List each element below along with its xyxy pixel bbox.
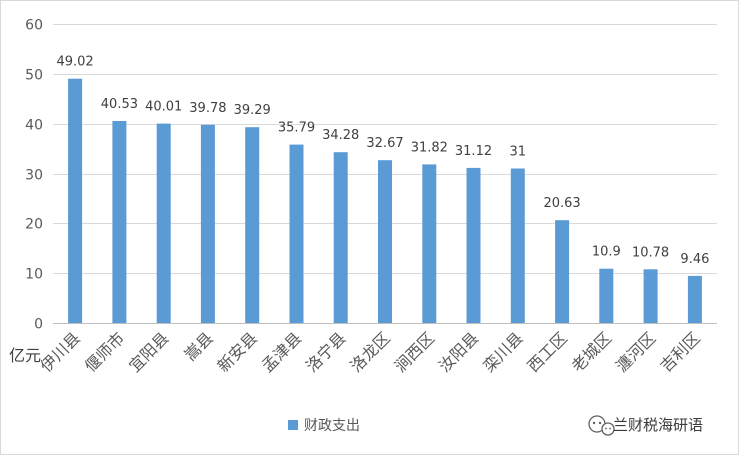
data-label: 31.12: [455, 144, 492, 159]
bar: [466, 167, 481, 323]
bar: [599, 268, 614, 323]
legend: 财政支出: [288, 418, 360, 434]
data-label: 49.02: [56, 55, 93, 70]
y-axis-ticks: 0 10 20 30 40 50 60: [25, 18, 43, 333]
bar: [245, 127, 260, 323]
data-label: 40.53: [101, 97, 138, 112]
x-tick-label: 孟津县: [258, 328, 305, 375]
data-label: 39.78: [189, 101, 226, 116]
watermark: 兰财税海研语: [588, 415, 703, 436]
watermark-text: 兰财税海研语: [613, 416, 703, 434]
bar: [112, 121, 127, 323]
x-tick-label: 汝阳县: [435, 328, 482, 375]
data-labels: 49.02 40.53 40.01 39.78 39.29 35.79 34.28 32.67…: [56, 55, 709, 267]
bar: [555, 220, 570, 323]
x-tick-label: 宜阳县: [125, 328, 172, 375]
legend-label: 财政支出: [304, 418, 360, 434]
wechat-icon: [588, 415, 615, 436]
data-label: 10.9: [592, 245, 621, 260]
x-tick-label: 伊川县: [37, 328, 84, 375]
bar: [289, 144, 304, 323]
y-tick-label: 60: [25, 18, 43, 34]
data-label: 39.29: [234, 103, 271, 118]
bar: [422, 164, 437, 323]
data-label: 40.01: [145, 100, 182, 115]
bar: [333, 152, 348, 323]
bar: [510, 168, 525, 323]
y-tick-label: 30: [25, 168, 43, 184]
data-label: 34.28: [322, 128, 359, 143]
data-label: 35.79: [278, 121, 315, 136]
y-tick-label: 40: [25, 118, 43, 134]
x-tick-label: 偃师市: [81, 328, 128, 375]
bar-series: [68, 78, 702, 323]
data-label: 32.67: [366, 136, 403, 151]
bar: [378, 160, 392, 323]
x-tick-label: 嵩县: [181, 328, 217, 364]
x-tick-label: 涧西区: [391, 328, 438, 375]
bar: [200, 124, 215, 323]
data-label: 31: [510, 145, 527, 160]
x-tick-label: 西工区: [524, 328, 571, 375]
y-tick-label: 20: [25, 217, 43, 233]
bar: [643, 269, 658, 323]
y-tick-label: 50: [25, 68, 43, 84]
x-tick-label: 吉利区: [656, 328, 703, 375]
x-tick-label: 栾川县: [479, 328, 526, 375]
y-axis-unit-label: 亿元: [9, 346, 41, 365]
legend-swatch: [288, 420, 298, 430]
x-tick-label: 瀍河区: [612, 328, 659, 375]
data-label: 31.82: [411, 140, 448, 155]
bar: [68, 78, 83, 323]
y-tick-label: 10: [25, 267, 43, 283]
x-tick-label: 洛龙区: [346, 328, 393, 375]
y-tick-label: 0: [34, 317, 43, 333]
data-label: 9.46: [680, 252, 709, 267]
x-tick-label: 老城区: [568, 328, 615, 375]
x-tick-label: 洛宁县: [302, 328, 349, 375]
x-tick-label: 新安县: [214, 328, 261, 375]
bar: [687, 275, 702, 323]
bar: [156, 123, 171, 323]
data-label: 10.78: [632, 245, 669, 260]
data-label: 20.63: [543, 196, 580, 211]
